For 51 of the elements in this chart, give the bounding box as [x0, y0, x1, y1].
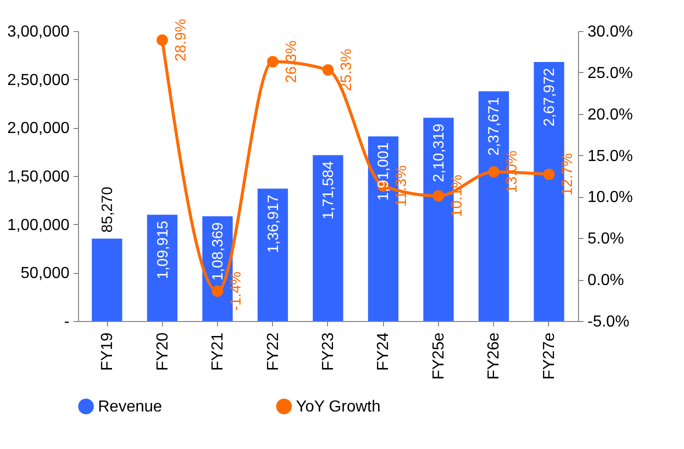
- x-tick-label: FY24: [375, 332, 392, 371]
- x-tick-label: FY19: [99, 332, 116, 371]
- data-label: 1,36,917: [264, 194, 282, 254]
- y2-tick-label: 15.0%: [588, 148, 633, 165]
- legend-label: Revenue: [98, 398, 162, 416]
- data-label: 12.7%: [558, 153, 576, 196]
- y2-tick-label: -5.0%: [588, 314, 630, 330]
- x-tick-label: FY21: [210, 332, 227, 371]
- y-tick-label: 50,000: [20, 265, 70, 282]
- y-tick-label: -: [64, 314, 70, 330]
- data-label: 2,37,671: [486, 97, 503, 156]
- point: [156, 34, 168, 46]
- bar: [92, 238, 122, 321]
- data-label: 26.3%: [282, 40, 300, 83]
- bar: [258, 188, 288, 321]
- data-label: 13.0%: [504, 150, 521, 194]
- x-tick-label: FY23: [320, 332, 337, 371]
- y2-tick-label: 10.0%: [588, 189, 633, 206]
- point: [432, 190, 444, 202]
- x-tick-label: FY26e: [486, 332, 503, 380]
- data-label: 85,270: [99, 186, 116, 233]
- data-label: 1,91,001: [375, 142, 392, 201]
- y-tick-label: 1,00,000: [7, 216, 70, 234]
- x-tick-label: FY25e: [430, 332, 448, 380]
- point: [267, 56, 278, 68]
- y2-tick-label: 30.0%: [588, 24, 633, 40]
- x-tick-label: FY20: [154, 332, 172, 371]
- bar: [312, 155, 344, 321]
- y2-tick-label: 20.0%: [588, 106, 633, 124]
- data-label: 2,67,972: [540, 68, 558, 126]
- point: [322, 64, 334, 76]
- x-tick-label: FY22: [264, 332, 282, 371]
- data-label: 28.9%: [172, 18, 190, 62]
- data-label: 1,08,369: [210, 222, 227, 281]
- y-tick-label: 3,00,000: [7, 24, 70, 40]
- y-tick-label: 2,00,000: [7, 120, 70, 138]
- x-tick-label: FY27e: [540, 332, 558, 380]
- y2-tick-label: 25.0%: [588, 64, 633, 82]
- point: [212, 285, 224, 297]
- y-tick-label: 1,50,000: [7, 168, 70, 186]
- y-tick-label: 2,50,000: [7, 72, 70, 89]
- point: [543, 168, 555, 180]
- data-label: 2,10,319: [430, 124, 448, 182]
- y2-tick-label: 0.0%: [588, 272, 624, 290]
- data-label: 1,09,915: [154, 220, 172, 280]
- point: [488, 166, 500, 178]
- bar: [147, 214, 178, 321]
- data-label: -1.4%: [228, 272, 245, 311]
- data-label: 1,71,584: [320, 161, 337, 220]
- legend-label: YoY Growth: [296, 398, 380, 416]
- y2-tick-label: 5.0%: [588, 230, 624, 248]
